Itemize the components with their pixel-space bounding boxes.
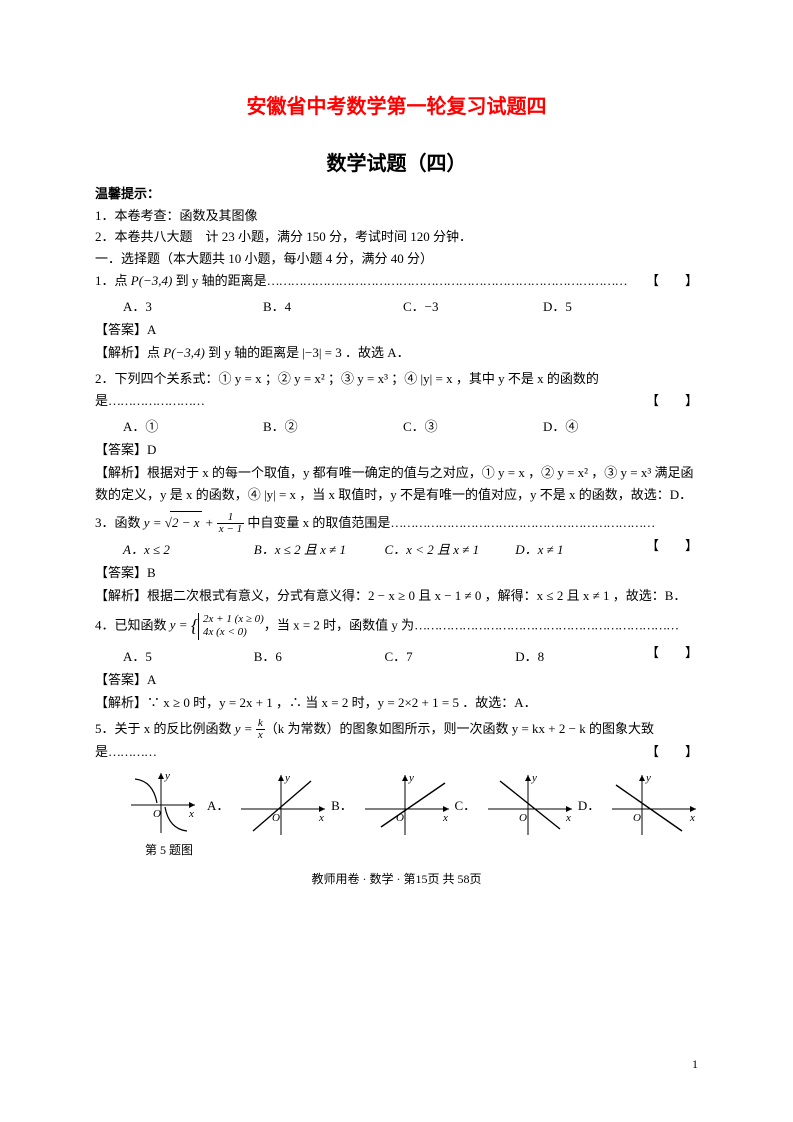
svg-text:y: y <box>284 772 290 784</box>
q5-graph-d: O x y <box>604 769 698 839</box>
q3-dots: ………………………………………………………… <box>390 515 654 530</box>
svg-text:y: y <box>645 772 651 784</box>
svg-text:O: O <box>153 808 161 820</box>
q1-text-a: 1．点 <box>95 273 131 288</box>
q1-text-b: 到 y 轴的距离是 <box>172 273 266 288</box>
q4-opt-d: D．8 <box>515 646 646 665</box>
q4-opt-a: A．5 <box>123 646 254 665</box>
question-1: 1．点 P(−3,4) 到 y 轴的距离是…………………………………………………… <box>95 270 698 292</box>
q5-graphs-row: O x y A． O x y B． O x y <box>123 767 698 841</box>
q1-answer: 【答案】A <box>95 319 698 338</box>
q4-opt-c: C．7 <box>385 646 516 665</box>
question-5: 5．关于 x 的反比例函数 y = kx（k 为常数）的图象如图所示，则一次函数… <box>95 718 698 764</box>
q5-label-c: C． <box>455 795 477 814</box>
svg-text:O: O <box>272 812 280 824</box>
q4-piece1: 2x + 1 (x ≥ 0) <box>203 613 264 625</box>
q1-ana-b: 到 y 轴的距离是 |−3| = 3 ．故选 A． <box>205 345 410 360</box>
q2-opt-d: D．④ <box>543 416 683 435</box>
svg-text:y: y <box>408 772 414 784</box>
page-content: 安徽省中考数学第一轮复习试题四 数学试题（四） 温馨提示： 1．本卷考查：函数及… <box>0 0 793 887</box>
q3-analysis: 【解析】根据二次根式有意义，分式有意义得：2 − x ≥ 0 且 x − 1 ≠… <box>95 585 698 607</box>
q4-dots: ………………………………………………………… <box>414 617 678 632</box>
q3-bracket: 【 】 <box>646 535 698 557</box>
q5-text-a: 5．关于 x 的反比例函数 <box>95 721 235 736</box>
q1-opt-a: A．3 <box>123 296 263 315</box>
svg-text:x: x <box>565 812 571 824</box>
svg-text:O: O <box>396 812 404 824</box>
q1-opt-d: D．5 <box>543 296 683 315</box>
q4-analysis: 【解析】∵ x ≥ 0 时，y = 2x + 1 ，∴ 当 x = 2 时，y … <box>95 692 698 714</box>
q3-opt-c: C．x < 2 且 x ≠ 1 <box>385 539 516 558</box>
question-4: 4．已知函数 y = {2x + 1 (x ≥ 0)4x (x < 0)，当 x… <box>95 611 698 642</box>
question-2: 2．下列四个关系式：① y = x ；② y = x² ；③ y = x³ ；④… <box>95 368 698 412</box>
q2-options: A．① B．② C．③ D．④ <box>123 416 698 435</box>
q3-options: A．x ≤ 2 B．x ≤ 2 且 x ≠ 1 C．x < 2 且 x ≠ 1 … <box>123 539 646 558</box>
q4-options: A．5 B．6 C．7 D．8 <box>123 646 646 665</box>
hint-2: 2．本卷共八大题 计 23 小题，满分 150 分，考试时间 120 分钟． <box>95 227 698 247</box>
q3-text-a: 3．函数 <box>95 515 144 530</box>
main-title: 安徽省中考数学第一轮复习试题四 <box>95 90 698 119</box>
q5-caption: 第 5 题图 <box>145 841 698 858</box>
question-3: 3．函数 y = √2 − x + 1x − 1 中自变量 x 的取值范围是……… <box>95 511 698 536</box>
svg-text:x: x <box>689 812 695 824</box>
q5-stem-graph: O x y <box>123 767 203 841</box>
q3-answer: 【答案】B <box>95 562 698 581</box>
sub-title: 数学试题（四） <box>95 147 698 176</box>
q5-bracket: 【 】 <box>646 741 698 763</box>
q5-dots: ………… <box>108 744 156 759</box>
q2-dots: …………………… <box>108 393 204 408</box>
svg-text:x: x <box>442 812 448 824</box>
q3-opt-a: A．x ≤ 2 <box>123 539 254 558</box>
q5-label-d: D． <box>578 795 600 814</box>
hint-1: 1．本卷考查：函数及其图像 <box>95 206 698 226</box>
q5-formula: y = kx <box>235 721 265 736</box>
q4-bracket: 【 】 <box>646 642 698 664</box>
q2-analysis: 【解析】根据对于 x 的每一个取值，y 都有唯一确定的值与之对应，① y = x… <box>95 462 698 506</box>
q2-opt-c: C．③ <box>403 416 543 435</box>
q1-opt-c: C．−3 <box>403 296 543 315</box>
q5-graph-a: O x y <box>233 769 327 839</box>
svg-text:y: y <box>531 772 537 784</box>
q2-bracket: 【 】 <box>646 390 698 412</box>
svg-text:y: y <box>164 770 170 782</box>
q5-label-a: A． <box>207 795 229 814</box>
q4-answer: 【答案】A <box>95 669 698 688</box>
q3-formula: y = √2 − x + 1x − 1 <box>144 515 244 530</box>
svg-text:O: O <box>519 812 527 824</box>
q4-formula: y = {2x + 1 (x ≥ 0)4x (x < 0) <box>170 617 264 632</box>
q4-piece2: 4x (x < 0) <box>203 626 247 638</box>
q4-text-b: ，当 x = 2 时，函数值 y 为 <box>264 617 414 632</box>
q4-opt-b: B．6 <box>254 646 385 665</box>
svg-text:x: x <box>318 812 324 824</box>
q1-options: A．3 B．4 C．−3 D．5 <box>123 296 698 315</box>
page-number: 1 <box>692 1057 698 1072</box>
q5-label-b: B． <box>331 795 353 814</box>
q3-text-b: 中自变量 x 的取值范围是 <box>244 515 390 530</box>
q3-opt-b: B．x ≤ 2 且 x ≠ 1 <box>254 539 385 558</box>
q2-opt-a: A．① <box>123 416 263 435</box>
q2-opt-b: B．② <box>263 416 403 435</box>
q1-bracket: 【 】 <box>646 270 698 292</box>
q1-dots: ……………………………………………………………………………… <box>267 273 627 288</box>
q1-point: P(−3,4) <box>131 273 173 288</box>
hyperbola-icon: O x y <box>123 767 203 837</box>
hint-label: 温馨提示： <box>95 184 698 204</box>
q3-opt-d: D．x ≠ 1 <box>515 539 646 558</box>
q2-answer: 【答案】D <box>95 439 698 458</box>
q5-graph-c: O x y <box>480 769 574 839</box>
section-1-heading: 一．选择题（本大题共 10 小题，每小题 4 分，满分 40 分） <box>95 249 698 269</box>
q5-graph-b: O x y <box>357 769 451 839</box>
q1-ana-a: 【解析】点 <box>95 345 163 360</box>
q1-opt-b: B．4 <box>263 296 403 315</box>
svg-text:x: x <box>188 808 194 820</box>
q4-text-a: 4．已知函数 <box>95 617 170 632</box>
footer: 教师用卷 · 数学 · 第15页 共 58页 <box>95 870 698 887</box>
svg-text:O: O <box>633 812 641 824</box>
q1-analysis: 【解析】点 P(−3,4) 到 y 轴的距离是 |−3| = 3 ．故选 A． <box>95 342 698 364</box>
q1-ana-p: P(−3,4) <box>163 345 205 360</box>
